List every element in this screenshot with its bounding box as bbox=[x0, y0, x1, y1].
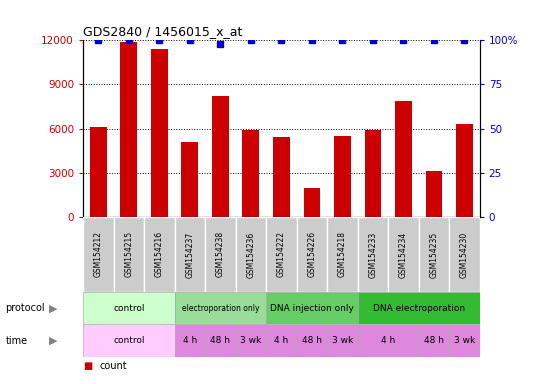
Bar bbox=[273, 137, 290, 217]
Text: DNA electroporation: DNA electroporation bbox=[373, 304, 465, 313]
Bar bbox=[426, 171, 442, 217]
Text: 48 h: 48 h bbox=[424, 336, 444, 345]
Text: GSM154216: GSM154216 bbox=[155, 231, 164, 278]
Bar bbox=[236, 217, 266, 292]
Bar bbox=[266, 324, 296, 357]
Text: GSM154233: GSM154233 bbox=[368, 231, 377, 278]
Text: GSM154230: GSM154230 bbox=[460, 231, 469, 278]
Text: protocol: protocol bbox=[5, 303, 45, 313]
Bar bbox=[358, 292, 480, 324]
Bar bbox=[327, 324, 358, 357]
Text: GSM154238: GSM154238 bbox=[216, 231, 225, 278]
Bar bbox=[114, 217, 144, 292]
Text: GSM154226: GSM154226 bbox=[308, 231, 316, 278]
Bar bbox=[449, 217, 480, 292]
Bar bbox=[151, 49, 168, 217]
Bar bbox=[205, 217, 236, 292]
Text: GDS2840 / 1456015_x_at: GDS2840 / 1456015_x_at bbox=[83, 25, 242, 38]
Text: GSM154218: GSM154218 bbox=[338, 232, 347, 277]
Bar bbox=[419, 217, 449, 292]
Bar bbox=[175, 217, 205, 292]
Text: ▶: ▶ bbox=[49, 303, 58, 313]
Text: GSM154222: GSM154222 bbox=[277, 232, 286, 277]
Text: control: control bbox=[113, 336, 145, 345]
Bar bbox=[236, 324, 266, 357]
Text: GSM154237: GSM154237 bbox=[185, 231, 195, 278]
Bar bbox=[212, 96, 229, 217]
Bar bbox=[364, 130, 381, 217]
Bar bbox=[296, 217, 327, 292]
Text: 4 h: 4 h bbox=[274, 336, 288, 345]
Bar bbox=[242, 130, 259, 217]
Bar bbox=[334, 136, 351, 217]
Text: GSM154234: GSM154234 bbox=[399, 231, 408, 278]
Text: 3 wk: 3 wk bbox=[240, 336, 262, 345]
Bar bbox=[358, 217, 388, 292]
Text: GSM154215: GSM154215 bbox=[124, 231, 133, 278]
Text: time: time bbox=[5, 336, 27, 346]
Bar bbox=[175, 292, 266, 324]
Text: DNA injection only: DNA injection only bbox=[270, 304, 354, 313]
Text: 48 h: 48 h bbox=[302, 336, 322, 345]
Text: 48 h: 48 h bbox=[210, 336, 230, 345]
Text: count: count bbox=[99, 361, 127, 371]
Text: ■: ■ bbox=[83, 361, 92, 371]
Bar bbox=[388, 217, 419, 292]
Text: 4 h: 4 h bbox=[183, 336, 197, 345]
Bar bbox=[182, 142, 198, 217]
Bar bbox=[449, 324, 480, 357]
Bar bbox=[83, 217, 114, 292]
Text: control: control bbox=[113, 304, 145, 313]
Bar bbox=[175, 324, 205, 357]
Bar bbox=[327, 217, 358, 292]
Bar bbox=[266, 217, 296, 292]
Bar bbox=[83, 292, 175, 324]
Bar bbox=[303, 187, 321, 217]
Bar bbox=[90, 127, 107, 217]
Bar bbox=[296, 324, 327, 357]
Text: GSM154236: GSM154236 bbox=[247, 231, 255, 278]
Bar bbox=[456, 124, 473, 217]
Text: 3 wk: 3 wk bbox=[332, 336, 353, 345]
Bar bbox=[419, 324, 449, 357]
Bar bbox=[266, 292, 358, 324]
Text: 4 h: 4 h bbox=[381, 336, 396, 345]
Text: 3 wk: 3 wk bbox=[454, 336, 475, 345]
Bar bbox=[395, 101, 412, 217]
Text: electroporation only: electroporation only bbox=[182, 304, 259, 313]
Text: GSM154235: GSM154235 bbox=[429, 231, 438, 278]
Bar bbox=[358, 324, 419, 357]
Bar bbox=[83, 324, 175, 357]
Bar bbox=[121, 42, 137, 217]
Text: ▶: ▶ bbox=[49, 336, 58, 346]
Bar bbox=[205, 324, 236, 357]
Text: GSM154212: GSM154212 bbox=[94, 232, 103, 277]
Bar bbox=[144, 217, 175, 292]
